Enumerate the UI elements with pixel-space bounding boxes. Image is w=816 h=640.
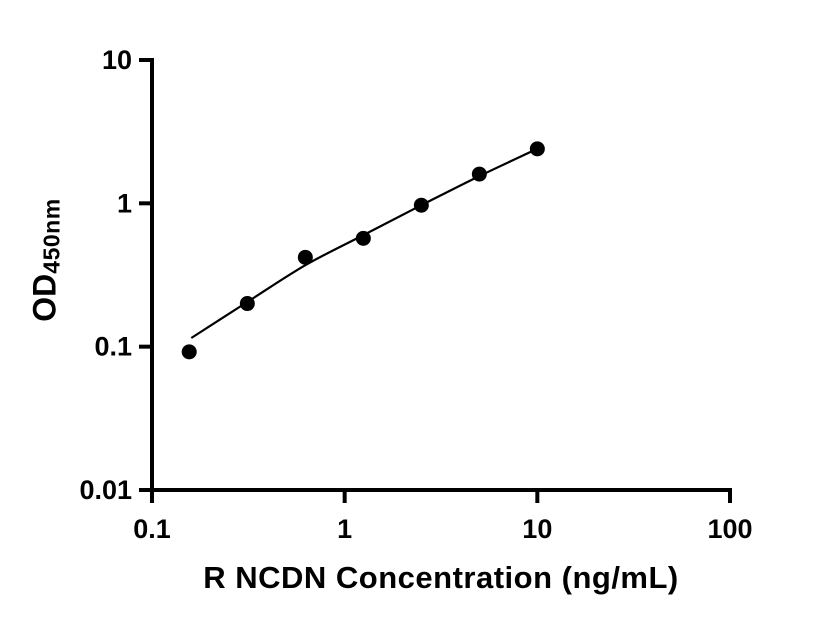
y-axis-title-subscript: 450nm [38, 198, 65, 274]
x-axis-title: R NCDN Concentration (ng/mL) [203, 560, 679, 595]
data-point [297, 249, 313, 265]
data-point [239, 296, 255, 312]
data-point [413, 197, 429, 213]
y-tick-label: 0.01 [79, 475, 132, 505]
y-tick-label: 0.1 [94, 332, 132, 362]
y-tick-label: 10 [102, 45, 132, 75]
data-point [529, 141, 545, 157]
x-tick-label: 100 [707, 514, 752, 544]
data-point [355, 230, 371, 246]
x-tick-label: 1 [337, 514, 352, 544]
data-point [471, 166, 487, 182]
axis-lines [150, 58, 732, 492]
x-tick-label: 10 [522, 514, 552, 544]
y-axis-title-main: OD [26, 273, 63, 322]
y-tick-label: 1 [117, 188, 132, 218]
data-point [181, 344, 197, 360]
x-tick-label: 0.1 [133, 514, 171, 544]
y-axis-title: OD450nm [26, 198, 65, 321]
